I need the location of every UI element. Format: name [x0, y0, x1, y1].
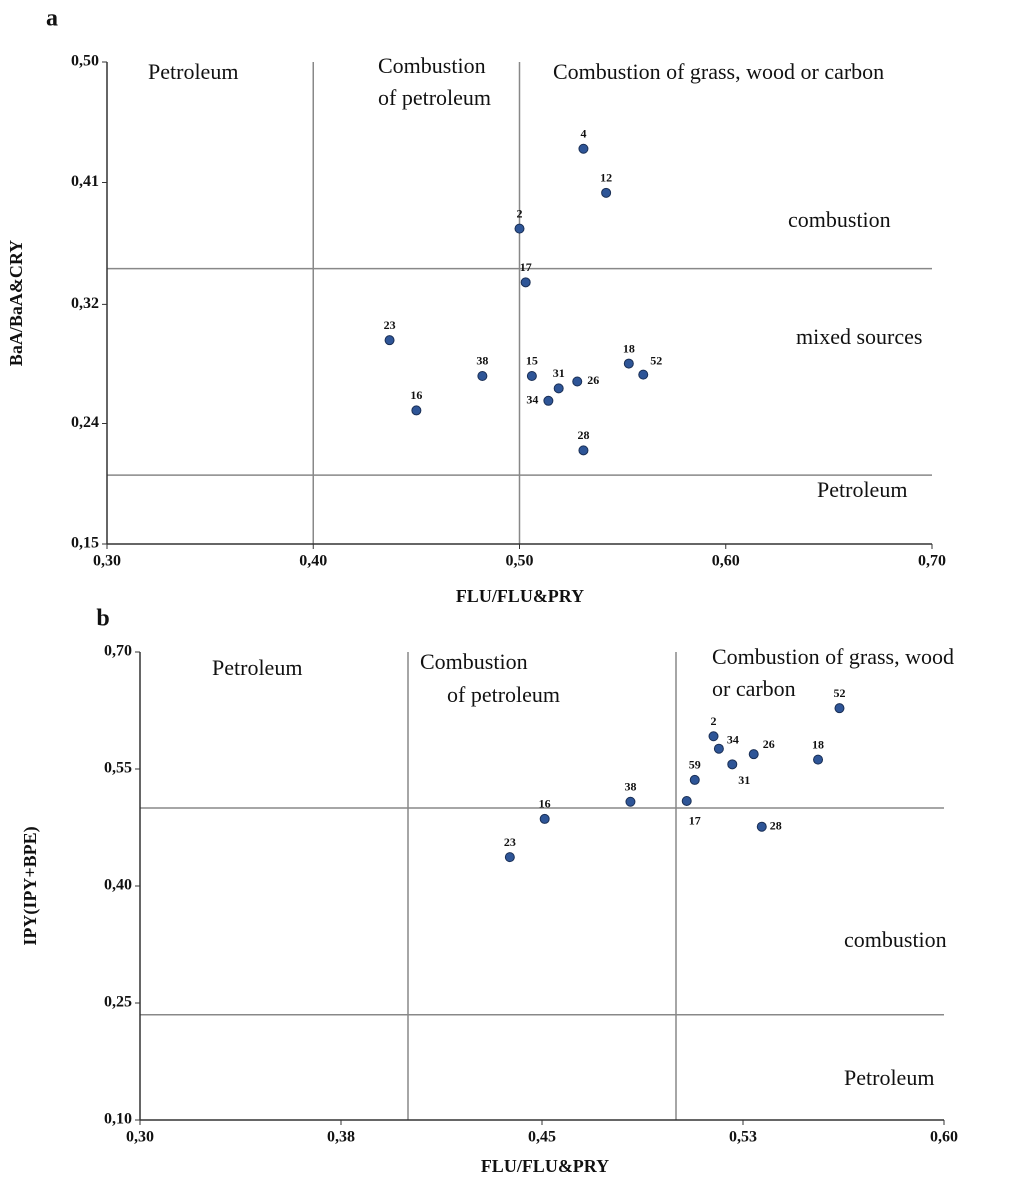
y-tick-label: 0,10 [104, 1111, 132, 1128]
x-axis-title: FLU/FLU&PRY [456, 586, 584, 606]
y-tick-label: 0,25 [104, 994, 132, 1011]
data-point [727, 759, 738, 770]
data-point [572, 376, 583, 387]
point-label: 15 [526, 354, 538, 368]
point-label: 34 [727, 732, 739, 746]
data-point [708, 731, 719, 742]
region-label: Petroleum [844, 1065, 934, 1090]
region-label: Combustion [420, 649, 528, 674]
x-tick-label: 0,53 [729, 1129, 757, 1146]
data-point [834, 703, 845, 714]
point-label: 38 [476, 354, 488, 368]
panel-label: b [96, 606, 109, 632]
point-label: 31 [553, 366, 565, 380]
data-point [411, 405, 422, 416]
y-axis-title: IPY(IPY+BPE) [20, 826, 41, 945]
point-label: 17 [520, 260, 532, 274]
point-label: 28 [770, 818, 782, 832]
data-point [477, 370, 488, 381]
y-tick-label: 0,15 [71, 535, 99, 552]
point-label: 26 [587, 373, 599, 387]
data-point [514, 223, 525, 234]
data-point [756, 821, 767, 832]
point-label: 38 [624, 780, 636, 794]
x-tick-label: 0,60 [712, 553, 740, 570]
data-point [384, 335, 395, 346]
data-point [504, 852, 515, 863]
x-tick-label: 0,50 [506, 553, 534, 570]
region-label: combustion [788, 207, 891, 232]
region-label: Combustion [378, 53, 486, 78]
point-label: 28 [577, 428, 589, 442]
region-label: or carbon [712, 676, 796, 701]
panel-label: a [46, 6, 58, 32]
region-label: Petroleum [817, 477, 907, 502]
region-label: Combustion of grass, wood [712, 644, 954, 669]
point-label: 23 [384, 318, 396, 332]
point-label: 59 [689, 758, 701, 772]
y-tick-label: 0,41 [71, 173, 99, 190]
data-point [681, 795, 692, 806]
point-label: 18 [812, 737, 824, 751]
point-label: 31 [738, 773, 750, 787]
y-tick-label: 0,32 [71, 295, 99, 312]
x-tick-label: 0,45 [528, 1129, 556, 1146]
y-tick-label: 0,40 [104, 877, 132, 894]
point-label: 34 [526, 393, 538, 407]
data-point [748, 749, 759, 760]
data-point [578, 143, 589, 154]
data-point [601, 187, 612, 198]
point-label: 26 [763, 737, 775, 751]
x-tick-label: 0,38 [327, 1129, 355, 1146]
x-tick-label: 0,30 [126, 1129, 154, 1146]
data-point [520, 277, 531, 288]
x-axis-title: FLU/FLU&PRY [481, 1156, 609, 1176]
data-point [543, 395, 554, 406]
data-point [623, 358, 634, 369]
y-tick-label: 0,24 [71, 414, 99, 431]
y-tick-label: 0,50 [71, 53, 99, 70]
x-tick-label: 0,30 [93, 553, 121, 570]
region-label: Petroleum [212, 655, 302, 680]
point-label: 23 [504, 835, 516, 849]
point-label: 2 [711, 714, 717, 728]
point-label: 12 [600, 171, 612, 185]
point-label: 17 [689, 814, 701, 828]
point-label: 16 [410, 388, 422, 402]
data-point [638, 369, 649, 380]
region-label: Petroleum [148, 59, 238, 84]
y-axis-title: BaA/BaA&CRY [6, 240, 26, 366]
data-point [578, 445, 589, 456]
region-label: mixed sources [796, 324, 922, 349]
y-tick-label: 0,70 [104, 643, 132, 660]
data-point [713, 743, 724, 754]
region-label: of petroleum [378, 85, 491, 110]
x-tick-label: 0,60 [930, 1129, 958, 1146]
data-point [553, 383, 564, 394]
point-label: 2 [517, 206, 523, 220]
x-tick-label: 0,70 [918, 553, 946, 570]
point-label: 52 [650, 353, 662, 367]
region-label: combustion [844, 927, 947, 952]
region-label: Combustion of grass, wood or carbon [553, 59, 884, 84]
point-label: 52 [833, 686, 845, 700]
point-label: 4 [580, 127, 586, 141]
data-point [689, 774, 700, 785]
data-point [539, 813, 550, 824]
point-label: 16 [539, 797, 551, 811]
y-tick-label: 0,55 [104, 760, 132, 777]
point-label: 18 [623, 341, 635, 355]
data-point [625, 796, 636, 807]
region-label: of petroleum [447, 682, 560, 707]
data-point [813, 754, 824, 765]
data-point [526, 370, 537, 381]
x-tick-label: 0,40 [299, 553, 327, 570]
